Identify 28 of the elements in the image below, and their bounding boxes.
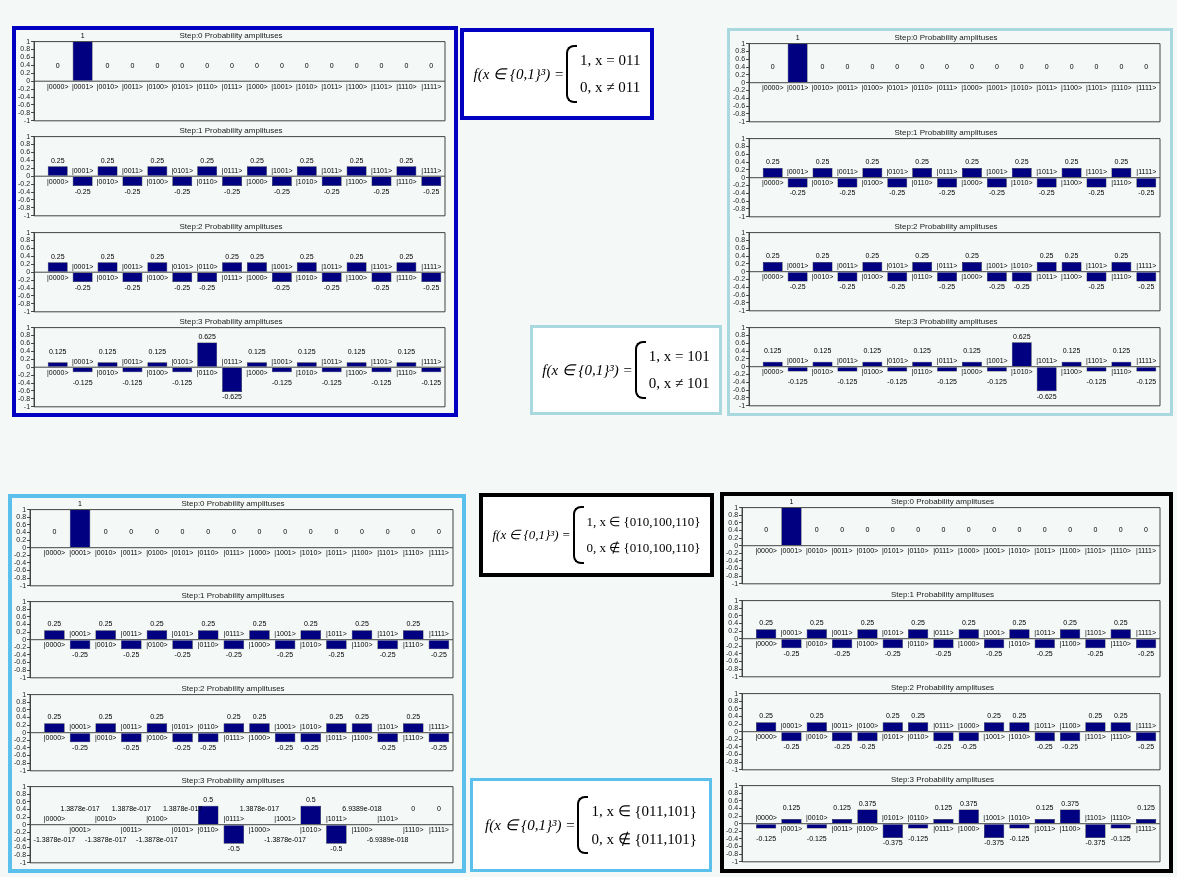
text: f(x ∈ {0,1}³) = — [473, 65, 565, 83]
chart-title: Step:2 Probability amplituses — [179, 221, 283, 231]
chart-title: Step:0 Probability amplituses — [890, 497, 995, 506]
chart-title: Step:3 Probability amplituses — [179, 316, 283, 326]
chart-title: Step:0 Probability amplituses — [179, 31, 283, 40]
chart-title: Step:1 Probability amplituses — [179, 126, 283, 136]
chart-title: Step:2 Probability amplituses — [181, 683, 285, 693]
text: f(x ∈ {0,1}³) = — [484, 816, 576, 834]
chart-title: Step:1 Probability amplituses — [890, 589, 995, 599]
chart-title: Step:3 Probability amplituses — [894, 316, 998, 326]
chart-title: Step:3 Probability amplituses — [181, 775, 285, 785]
chart-title: Step:2 Probability amplituses — [894, 222, 998, 231]
chart-title: Step:1 Probability amplituses — [181, 591, 285, 601]
text: 0, x ≠ 011 — [580, 79, 641, 96]
text: 0, x ∉ {010,100,110} — [586, 540, 701, 556]
text: 1, x = 101 — [648, 348, 710, 365]
chart-title: Step:2 Probability amplituses — [890, 682, 995, 692]
chart-title: Step:1 Probability amplituses — [894, 127, 998, 137]
chart-title: Step:3 Probability amplituses — [890, 775, 995, 785]
text: f(x ∈ {0,1}³) = — [492, 527, 571, 543]
chart-title: Step:0 Probability amplituses — [181, 499, 285, 508]
text: 0, x ∉ {011,101} — [591, 830, 698, 848]
text: 0, x ≠ 101 — [648, 375, 710, 392]
chart-title: Step:0 Probability amplituses — [894, 33, 998, 42]
text: 1, x ∈ {010,100,110} — [586, 514, 701, 530]
text: f(x ∈ {0,1}³) = — [542, 361, 633, 379]
text: 1, x = 011 — [580, 52, 641, 69]
text: 1, x ∈ {011,101} — [591, 802, 698, 820]
